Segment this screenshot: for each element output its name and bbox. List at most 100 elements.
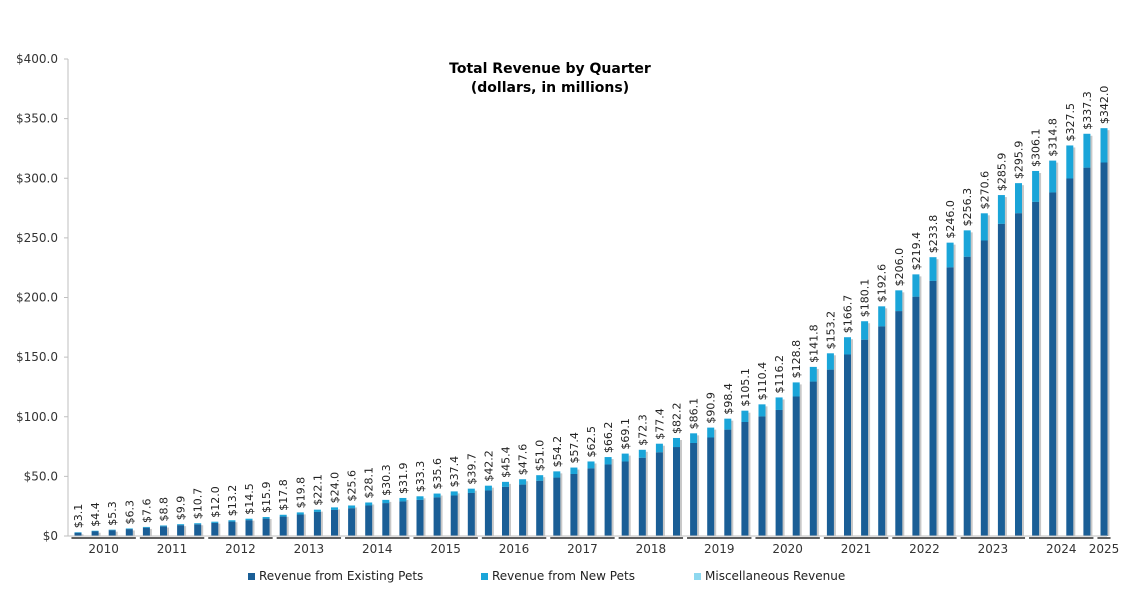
bar-segment-existing-pets <box>160 526 167 536</box>
bar-segment-existing-pets <box>758 416 766 536</box>
bar-total-label: $82.2 <box>671 402 684 434</box>
bar-total-label: $45.4 <box>500 446 513 478</box>
bar-total-label: $57.4 <box>568 432 581 464</box>
bar-segment-existing-pets <box>245 520 253 536</box>
bar-segment-new-pets <box>142 526 150 528</box>
bar-segment-new-pets <box>826 353 834 370</box>
bar-total-label: $51.0 <box>534 440 547 472</box>
bar-segment-existing-pets <box>484 490 492 536</box>
bar-segment-new-pets <box>467 488 475 493</box>
bar-segment-new-pets <box>844 337 851 355</box>
legend-item-new-pets: Revenue from New Pets <box>481 569 635 583</box>
bar-segment-new-pets <box>809 366 817 382</box>
bar-segment-new-pets <box>91 530 99 532</box>
bar-segment-new-pets <box>279 514 287 517</box>
bar-segment-existing-pets <box>348 508 356 536</box>
bar-segment-new-pets <box>1015 183 1022 214</box>
x-year-label: 2010 <box>88 542 119 556</box>
bar-total-label: $62.5 <box>585 426 598 458</box>
bar-segment-existing-pets <box>1015 213 1022 536</box>
bar-segment-new-pets <box>228 520 236 522</box>
bar-segment-new-pets <box>74 532 82 533</box>
bar-segment-existing-pets <box>1100 162 1108 536</box>
x-year-label: 2019 <box>704 542 735 556</box>
bar-segment-new-pets <box>980 213 988 241</box>
bar-segment-existing-pets <box>878 326 886 536</box>
x-year-label: 2020 <box>772 542 803 556</box>
bar-segment-existing-pets <box>895 311 903 536</box>
bar-segment-existing-pets <box>365 505 373 536</box>
bar-segment-existing-pets <box>690 442 698 536</box>
bar-total-label: $47.6 <box>517 444 530 476</box>
bar-segment-new-pets <box>792 382 800 397</box>
bar-segment-existing-pets <box>279 516 287 536</box>
bar-segment-new-pets <box>775 397 783 410</box>
bar-segment-new-pets <box>211 521 219 523</box>
bar-segment-new-pets <box>758 404 766 417</box>
x-year-label: 2022 <box>909 542 940 556</box>
bar-segment-existing-pets <box>1083 167 1091 536</box>
bar-segment-new-pets <box>536 475 544 481</box>
bar-segment-new-pets <box>502 481 509 487</box>
bar-total-label: $24.0 <box>329 472 342 504</box>
y-tick-label: $200.0 <box>16 291 58 305</box>
bar-segment-existing-pets <box>108 530 116 536</box>
x-year-label: 2021 <box>841 542 872 556</box>
x-year-label: 2013 <box>294 542 325 556</box>
bar-total-label: $327.5 <box>1064 103 1077 142</box>
bar-total-label: $337.3 <box>1081 91 1094 130</box>
bar-segment-new-pets <box>1100 128 1108 163</box>
bar-segment-new-pets <box>331 507 338 510</box>
bar-segment-new-pets <box>707 427 715 438</box>
legend-swatch-misc <box>694 572 701 580</box>
bar-segment-existing-pets <box>91 531 99 536</box>
bar-segment-existing-pets <box>673 447 680 536</box>
bar-segment-existing-pets <box>1032 201 1040 536</box>
bar-segment-new-pets <box>912 274 920 297</box>
bar-segment-existing-pets <box>929 280 937 536</box>
chart-legend: Revenue from Existing Pets Revenue from … <box>0 569 1138 587</box>
bar-segment-existing-pets <box>433 497 441 536</box>
bar-segment-existing-pets <box>1049 192 1057 537</box>
bar-segment-existing-pets <box>553 477 561 536</box>
bar-total-label: $25.6 <box>346 470 359 502</box>
bar-segment-existing-pets <box>74 532 82 536</box>
bar-segment-existing-pets <box>587 468 595 536</box>
bar-segment-existing-pets <box>707 437 715 536</box>
bar-segment-existing-pets <box>621 461 629 536</box>
bar-total-label: $86.1 <box>688 398 701 430</box>
bar-total-label: $14.5 <box>243 483 256 515</box>
bar-total-label: $90.9 <box>705 392 718 424</box>
bar-segment-existing-pets <box>262 518 270 536</box>
bar-total-label: $22.1 <box>311 474 324 506</box>
bar-segment-new-pets <box>519 479 527 485</box>
bar-segment-existing-pets <box>826 369 834 536</box>
bar-segment-existing-pets <box>997 223 1005 536</box>
bar-total-label: $128.8 <box>790 340 803 379</box>
legend-label-new-pets: Revenue from New Pets <box>492 569 635 583</box>
chart-title: Total Revenue by Quarter <box>449 61 651 77</box>
bar-segment-new-pets <box>690 433 698 443</box>
x-year-label: 2017 <box>567 542 598 556</box>
bar-segment-new-pets <box>296 512 304 515</box>
x-year-label: 2012 <box>225 542 256 556</box>
bar-segment-existing-pets <box>194 524 202 536</box>
bar-total-label: $166.7 <box>842 295 855 334</box>
bar-total-label: $19.8 <box>294 477 307 509</box>
bar-total-label: $219.4 <box>910 232 923 271</box>
bar-total-label: $37.4 <box>448 456 461 488</box>
bar-total-label: $141.8 <box>807 324 820 363</box>
y-tick-label: $100.0 <box>16 410 58 424</box>
bar-total-label: $206.0 <box>893 248 906 287</box>
bar-segment-new-pets <box>861 321 869 340</box>
bar-segment-new-pets <box>433 493 441 498</box>
bar-total-label: $13.2 <box>226 485 239 517</box>
bar-total-label: $31.9 <box>397 462 410 494</box>
bar-segment-existing-pets <box>536 480 544 536</box>
bar-segment-existing-pets <box>792 396 800 536</box>
bar-total-label: $10.7 <box>192 488 205 520</box>
bar-segment-existing-pets <box>382 503 390 536</box>
y-tick-label: $400.0 <box>16 52 58 66</box>
bar-total-label: $15.9 <box>260 482 273 514</box>
